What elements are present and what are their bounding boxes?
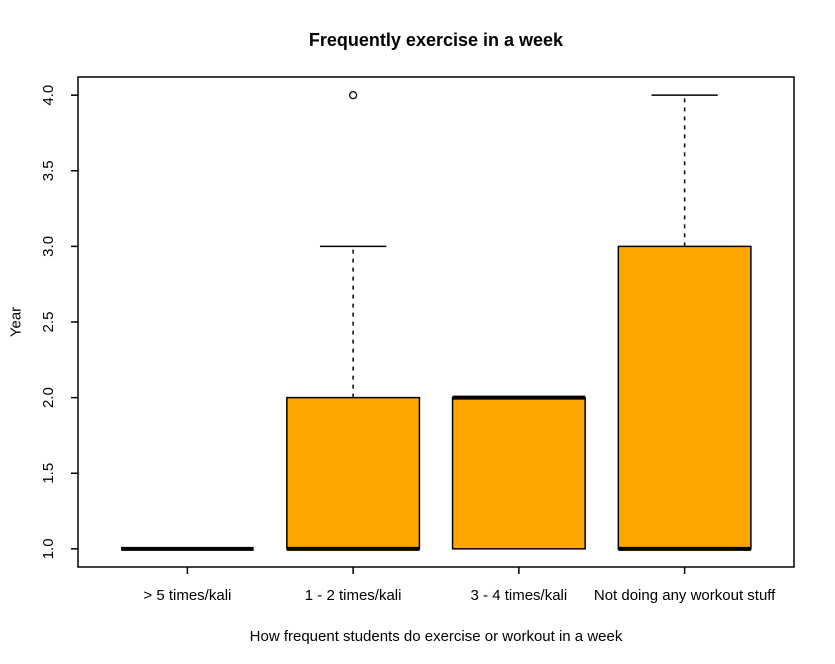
y-tick-label: 4.0 [40,85,57,106]
y-tick-label: 1.5 [40,463,57,484]
box-body [286,396,421,550]
y-tick-label: 3.5 [40,160,57,181]
x-category-label: 3 - 4 times/kali [471,587,568,604]
y-tick-label: 2.5 [40,312,57,333]
y-tick-label: 1.0 [40,538,57,559]
x-category-label: 1 - 2 times/kali [305,587,402,604]
box-body [617,245,752,550]
y-tick-label: 3.0 [40,236,57,257]
x-category-label: Not doing any workout stuff [594,587,776,604]
outlier-point [348,90,358,100]
chart-title: Frequently exercise in a week [308,30,564,50]
y-tick-label: 2.0 [40,387,57,408]
x-category-label: > 5 times/kali [143,587,231,604]
y-axis-title: Year [7,306,25,338]
box-body [451,396,586,550]
x-axis-title: How frequent students do exercise or wor… [249,628,623,645]
